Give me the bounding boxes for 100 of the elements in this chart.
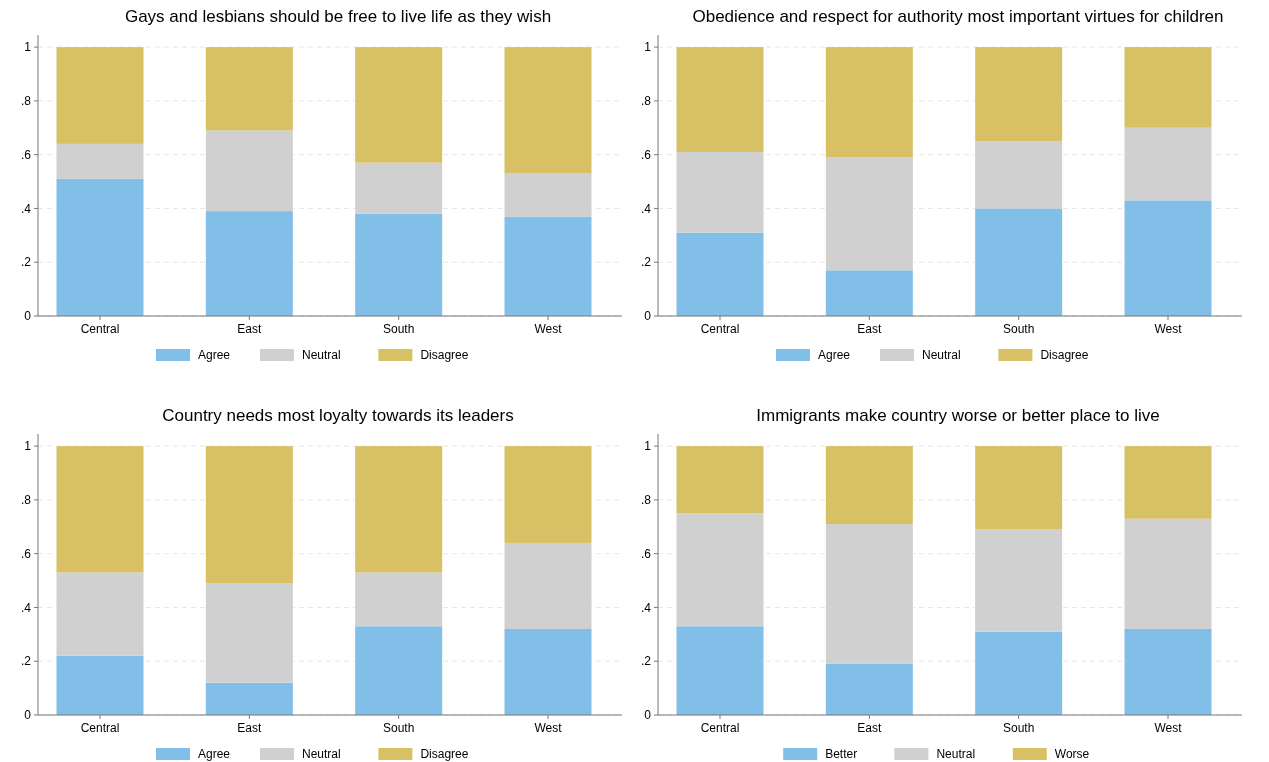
y-tick-label: .2 [640, 654, 652, 669]
legend-label: Neutral [302, 747, 341, 762]
y-tick-label: 1 [644, 439, 652, 454]
x-tick-label: East [237, 721, 262, 735]
bar [504, 47, 592, 174]
legend-label: Disagree [1040, 348, 1089, 363]
bar [355, 162, 443, 214]
y-tick-label: 0 [24, 309, 32, 324]
bar [355, 446, 443, 573]
y-tick-label: .2 [20, 654, 32, 669]
bar [1124, 518, 1212, 629]
chart-title: Country needs most loyalty towards its leaders [162, 406, 514, 425]
bar [56, 446, 144, 573]
chart-title: Gays and lesbians should be free to live life as they wish [124, 7, 552, 26]
bar [504, 173, 592, 217]
bar [975, 529, 1063, 632]
bar [1124, 47, 1212, 128]
bar [504, 628, 592, 715]
legend-label: Neutral [936, 747, 976, 762]
y-tick-label: 1 [644, 40, 652, 55]
x-tick-label: Central [700, 721, 740, 735]
bar [676, 446, 764, 514]
legend-label: Neutral [922, 348, 961, 363]
legend-label: Agree [818, 348, 851, 363]
legend-label: Better [825, 747, 858, 762]
bar [676, 513, 764, 627]
bar [56, 143, 144, 179]
bar [825, 270, 913, 316]
y-tick-label: .4 [640, 600, 652, 615]
bar [975, 208, 1063, 316]
y-tick-label: .8 [20, 493, 32, 508]
bar [205, 583, 293, 683]
legend-label: Disagree [420, 747, 469, 762]
bar [975, 47, 1063, 142]
x-tick-label: West [1154, 721, 1183, 735]
bar [676, 626, 764, 715]
bar [205, 130, 293, 212]
bar [355, 626, 443, 715]
y-tick-label: .8 [640, 493, 652, 508]
x-tick-label: South [1002, 322, 1035, 336]
y-tick-label: .6 [20, 147, 32, 162]
chart-title: Obedience and respect for authority most important virtues for children [692, 7, 1224, 26]
bar [355, 213, 443, 316]
bar [205, 211, 293, 316]
bar [504, 216, 592, 316]
y-tick-label: .2 [640, 255, 652, 270]
bar [355, 572, 443, 627]
bar [504, 542, 592, 629]
bar [1124, 628, 1212, 715]
bar [975, 631, 1063, 715]
bar [56, 47, 144, 144]
y-tick-label: .6 [20, 546, 32, 561]
x-tick-label: East [237, 322, 262, 336]
y-tick-label: .6 [640, 147, 652, 162]
chart-title: Immigrants make country worse or better place to live [756, 406, 1160, 425]
y-tick-label: .2 [20, 255, 32, 270]
x-tick-label: Central [80, 322, 120, 336]
legend-label: Worse [1054, 747, 1090, 762]
bar [975, 446, 1063, 530]
bar [825, 663, 913, 715]
bar [1124, 446, 1212, 519]
bar [676, 47, 764, 152]
legend-label: Neutral [302, 348, 341, 363]
y-tick-label: .8 [640, 94, 652, 109]
x-tick-label: South [382, 721, 415, 735]
bar [825, 524, 913, 664]
bar [205, 682, 293, 715]
x-tick-label: South [382, 322, 415, 336]
x-tick-label: West [1154, 322, 1183, 336]
bar [205, 47, 293, 131]
bar [56, 178, 144, 316]
y-tick-label: .4 [640, 201, 652, 216]
bar [975, 141, 1063, 209]
bar [56, 572, 144, 656]
legend-label: Disagree [420, 348, 469, 363]
bar [676, 232, 764, 316]
x-tick-label: Central [700, 322, 740, 336]
y-tick-label: .4 [20, 201, 32, 216]
y-tick-label: 0 [644, 309, 652, 324]
bar [825, 47, 913, 158]
y-tick-label: 0 [24, 708, 32, 723]
x-tick-label: Central [80, 721, 120, 735]
bar [676, 151, 764, 233]
bar [355, 47, 443, 163]
y-tick-label: .6 [640, 546, 652, 561]
bar [1124, 127, 1212, 201]
x-tick-label: West [534, 322, 563, 336]
y-tick-label: 1 [24, 40, 32, 55]
legend-label: Agree [198, 348, 231, 363]
x-tick-label: East [857, 322, 882, 336]
bar [504, 446, 592, 543]
x-tick-label: East [857, 721, 882, 735]
bar [56, 655, 144, 715]
bar [1124, 200, 1212, 316]
x-tick-label: South [1002, 721, 1035, 735]
legend-label: Agree [198, 747, 231, 762]
y-tick-label: 1 [24, 439, 32, 454]
bar [825, 446, 913, 525]
bar [825, 157, 913, 271]
y-tick-label: .8 [20, 94, 32, 109]
